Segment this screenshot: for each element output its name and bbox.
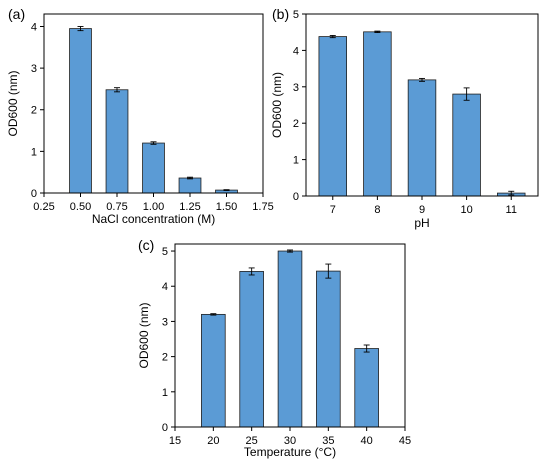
error-bar-a-3 — [187, 176, 193, 180]
bar-b-2 — [407, 79, 437, 197]
x-tick-label-a-4: 1.25 — [179, 201, 200, 213]
x-tick-label-c-6: 45 — [399, 435, 411, 447]
panel-letter-b: (b) — [272, 6, 289, 22]
x-tick-label-b-3: 10 — [460, 204, 472, 216]
bar-a-1 — [105, 89, 129, 194]
y-tick-label-c-2: 2 — [162, 352, 168, 364]
y-tick-label-a-0: 0 — [31, 188, 37, 200]
bar-c-4 — [354, 348, 379, 428]
y-tick-label-a-3: 3 — [31, 63, 37, 75]
x-axis-label-c: Temperature (°C) — [244, 445, 336, 459]
error-bar-b-2 — [419, 77, 425, 82]
bar-b-1 — [363, 31, 392, 197]
y-tick-label-c-5: 5 — [162, 246, 168, 258]
y-tick-label-c-1: 1 — [162, 387, 168, 399]
x-tick-label-a-6: 1.75 — [252, 201, 273, 213]
y-tick-label-b-3: 3 — [293, 82, 299, 94]
x-axis-label-a: NaCl concentration (M) — [92, 212, 215, 226]
bar-a-2 — [142, 142, 165, 194]
bar-a-3 — [178, 177, 202, 194]
x-tick-label-c-4: 35 — [322, 435, 334, 447]
y-tick-label-a-1: 1 — [31, 146, 37, 158]
x-tick-label-b-0: 7 — [330, 204, 336, 216]
x-tick-label-a-3: 1.00 — [143, 201, 164, 213]
error-bar-a-4 — [223, 189, 230, 191]
y-tick-label-c-3: 3 — [162, 316, 168, 328]
bar-b-3 — [452, 93, 481, 197]
bar-c-1 — [239, 271, 264, 428]
x-tick-label-c-1: 20 — [207, 435, 219, 447]
error-bar-a-1 — [114, 87, 120, 93]
error-bar-a-0 — [77, 26, 84, 32]
error-bar-b-1 — [374, 30, 381, 34]
y-tick-label-b-1: 1 — [293, 155, 299, 167]
y-axis-label-c: OD600 (nm) — [137, 302, 151, 368]
x-tick-label-a-1: 0.50 — [70, 201, 91, 213]
error-bar-b-0 — [329, 35, 336, 39]
bar-a-0 — [69, 28, 92, 194]
x-tick-label-b-4: 11 — [506, 204, 517, 216]
x-tick-label-c-3: 30 — [284, 435, 296, 447]
error-bar-c-1 — [248, 267, 255, 276]
x-axis-label-b: pH — [414, 216, 429, 230]
x-tick-label-a-2: 0.75 — [106, 201, 127, 213]
error-bar-c-0 — [210, 313, 217, 316]
x-tick-label-c-0: 15 — [169, 435, 181, 447]
x-tick-label-b-2: 9 — [419, 204, 425, 216]
error-bar-b-4 — [508, 190, 515, 196]
y-tick-label-a-4: 4 — [31, 21, 37, 33]
bar-c-2 — [277, 250, 303, 428]
error-bar-c-3 — [325, 263, 332, 279]
y-tick-label-c-4: 4 — [162, 281, 168, 293]
bar-b-0 — [318, 36, 348, 197]
x-tick-label-c-5: 40 — [361, 435, 373, 447]
x-tick-label-b-1: 8 — [374, 204, 380, 216]
x-tick-label-a-0: 0.25 — [33, 201, 54, 213]
y-tick-label-a-2: 2 — [31, 105, 37, 117]
error-bar-b-3 — [463, 87, 470, 101]
error-bar-c-2 — [287, 249, 293, 253]
y-tick-label-b-4: 4 — [293, 45, 299, 57]
x-tick-label-a-5: 1.50 — [216, 201, 237, 213]
y-tick-label-b-5: 5 — [293, 9, 299, 21]
y-axis-label-a: OD600 (nm) — [6, 70, 20, 136]
bar-c-3 — [316, 270, 341, 428]
y-axis-label-b: OD600 (nm) — [270, 72, 284, 138]
y-tick-label-b-2: 2 — [293, 118, 299, 130]
bar-c-0 — [201, 313, 226, 428]
error-bar-a-2 — [150, 141, 157, 145]
y-tick-label-c-0: 0 — [162, 422, 168, 434]
panel-b: (b) 0 1 2 3 4 5 7 8 9 10 11 pH OD600 (nm) — [270, 6, 539, 230]
panel-a: (a) 0 1 2 3 4 0.25 0.50 0.75 1.00 1.25 1.50 1.75 NaCl… — [6, 6, 274, 226]
error-bar-c-4 — [363, 344, 370, 353]
x-tick-label-c-2: 25 — [246, 435, 258, 447]
panel-letter-a: (a) — [8, 6, 25, 22]
panel-letter-c: (c) — [138, 237, 154, 253]
y-tick-label-b-0: 0 — [293, 191, 299, 203]
